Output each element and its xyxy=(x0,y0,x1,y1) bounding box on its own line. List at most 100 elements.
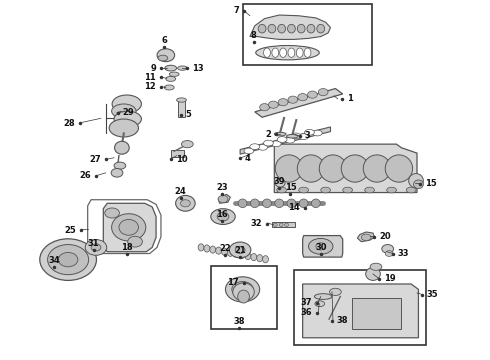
Ellipse shape xyxy=(285,223,289,226)
Text: 24: 24 xyxy=(174,187,186,196)
Text: 32: 32 xyxy=(250,219,262,228)
Text: 10: 10 xyxy=(175,155,187,164)
Bar xyxy=(211,266,277,329)
Text: 39: 39 xyxy=(273,177,285,186)
Text: 2: 2 xyxy=(265,130,271,139)
Ellipse shape xyxy=(225,277,260,302)
Ellipse shape xyxy=(309,238,333,254)
Ellipse shape xyxy=(58,252,78,267)
Ellipse shape xyxy=(217,212,229,221)
Ellipse shape xyxy=(256,45,319,60)
Ellipse shape xyxy=(245,252,251,260)
Text: 29: 29 xyxy=(123,108,134,117)
Ellipse shape xyxy=(274,132,286,136)
Ellipse shape xyxy=(232,282,253,297)
Ellipse shape xyxy=(308,91,318,98)
Ellipse shape xyxy=(280,48,287,57)
Ellipse shape xyxy=(115,141,129,154)
Ellipse shape xyxy=(111,168,123,177)
Ellipse shape xyxy=(272,48,279,57)
Ellipse shape xyxy=(278,99,288,106)
Polygon shape xyxy=(274,144,417,193)
Ellipse shape xyxy=(271,141,281,147)
Ellipse shape xyxy=(317,24,325,33)
Ellipse shape xyxy=(299,187,309,193)
Ellipse shape xyxy=(361,234,371,240)
Text: 38: 38 xyxy=(233,317,245,326)
Polygon shape xyxy=(255,89,343,117)
Text: 14: 14 xyxy=(288,203,300,212)
Ellipse shape xyxy=(268,24,276,33)
Ellipse shape xyxy=(273,223,277,226)
Bar xyxy=(171,149,184,157)
Ellipse shape xyxy=(260,104,270,111)
Polygon shape xyxy=(250,15,331,40)
Text: 34: 34 xyxy=(49,256,60,265)
Ellipse shape xyxy=(297,24,305,33)
Ellipse shape xyxy=(313,130,322,136)
Text: 8: 8 xyxy=(251,31,257,40)
Ellipse shape xyxy=(157,49,174,62)
Text: 11: 11 xyxy=(145,73,156,82)
Ellipse shape xyxy=(238,199,247,208)
Ellipse shape xyxy=(287,199,296,208)
Text: 1: 1 xyxy=(346,94,352,103)
Text: 26: 26 xyxy=(80,171,92,180)
Ellipse shape xyxy=(385,155,413,182)
Text: 30: 30 xyxy=(316,243,327,252)
Ellipse shape xyxy=(177,66,187,70)
Ellipse shape xyxy=(316,243,326,250)
Ellipse shape xyxy=(229,242,251,258)
Ellipse shape xyxy=(318,89,328,96)
Ellipse shape xyxy=(176,98,186,102)
Ellipse shape xyxy=(181,140,193,148)
Ellipse shape xyxy=(204,245,210,252)
Text: 35: 35 xyxy=(427,290,439,299)
Polygon shape xyxy=(103,203,156,252)
Bar xyxy=(272,222,295,227)
Ellipse shape xyxy=(218,195,228,203)
Ellipse shape xyxy=(198,244,204,251)
Bar xyxy=(294,270,426,345)
Bar xyxy=(243,4,372,65)
Text: 13: 13 xyxy=(192,64,204,73)
Ellipse shape xyxy=(321,187,331,193)
Ellipse shape xyxy=(85,239,107,255)
Text: 31: 31 xyxy=(88,239,99,248)
Ellipse shape xyxy=(112,214,146,241)
Ellipse shape xyxy=(287,134,298,138)
Bar xyxy=(352,298,401,329)
Ellipse shape xyxy=(341,155,368,182)
Text: 22: 22 xyxy=(220,244,231,253)
Ellipse shape xyxy=(288,48,295,57)
Ellipse shape xyxy=(298,94,308,101)
Ellipse shape xyxy=(165,65,176,71)
Text: 17: 17 xyxy=(227,278,239,287)
Ellipse shape xyxy=(382,244,393,253)
Ellipse shape xyxy=(216,247,221,254)
Ellipse shape xyxy=(288,96,298,103)
Ellipse shape xyxy=(304,48,311,57)
Text: 15: 15 xyxy=(425,179,437,188)
Ellipse shape xyxy=(180,200,190,207)
Ellipse shape xyxy=(275,155,303,182)
Text: 4: 4 xyxy=(245,154,251,163)
Ellipse shape xyxy=(299,134,309,139)
Text: 16: 16 xyxy=(216,210,228,219)
Ellipse shape xyxy=(387,187,396,193)
Ellipse shape xyxy=(385,251,393,256)
Text: 25: 25 xyxy=(65,226,76,235)
Text: 7: 7 xyxy=(233,6,239,15)
Ellipse shape xyxy=(258,144,268,150)
Ellipse shape xyxy=(330,288,341,296)
Polygon shape xyxy=(303,284,418,338)
Polygon shape xyxy=(218,194,230,203)
Text: 23: 23 xyxy=(216,183,228,192)
Ellipse shape xyxy=(239,251,245,258)
Polygon shape xyxy=(357,232,374,242)
Ellipse shape xyxy=(221,248,227,255)
Ellipse shape xyxy=(315,301,325,307)
Ellipse shape xyxy=(91,244,101,251)
Ellipse shape xyxy=(343,187,352,193)
Text: 33: 33 xyxy=(397,249,409,258)
